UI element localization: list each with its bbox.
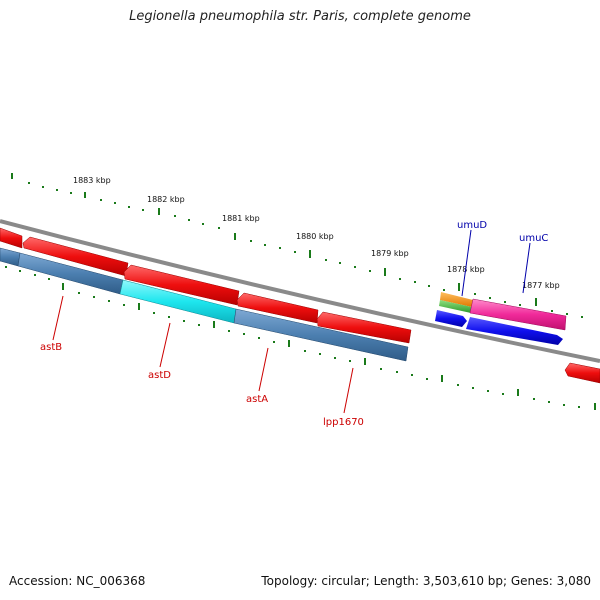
- feature-steelblue-3: [233, 308, 409, 362]
- gene-label-lpp1670: lpp1670: [323, 417, 364, 428]
- feature-red-5: [316, 311, 412, 344]
- feature-red-4: [236, 292, 319, 324]
- leader-lpp1670: [343, 367, 354, 414]
- feature-red-3: [123, 264, 240, 306]
- gene-label-astA: astA: [246, 394, 268, 405]
- gene-label-umuD: umuD: [457, 220, 487, 231]
- major-tick: [11, 173, 13, 179]
- major-tick: [288, 340, 290, 347]
- leader-astA: [258, 347, 269, 392]
- major-tick: [309, 250, 311, 258]
- major-tick: [384, 268, 386, 276]
- feature-orange-1: [440, 292, 473, 307]
- accession-text: Accession: NC_006368: [9, 574, 146, 588]
- genome-backbone: [0, 219, 600, 363]
- leader-umuC: [522, 242, 531, 294]
- scale-label-1879: 1879 kbp: [371, 249, 409, 258]
- major-tick: [441, 375, 443, 382]
- major-tick: [213, 321, 215, 328]
- leader-astB: [52, 295, 64, 341]
- feature-blue-1: [435, 310, 467, 327]
- forward-features[interactable]: [0, 227, 600, 384]
- major-tick: [158, 208, 160, 215]
- topology-text: Topology: circular; Length: 3,503,610 bp…: [261, 574, 591, 588]
- major-tick: [364, 358, 366, 365]
- major-tick: [234, 233, 236, 240]
- scale-label-1882: 1882 kbp: [147, 195, 185, 204]
- feature-red-1: [0, 227, 23, 249]
- feature-blue-2: [466, 317, 563, 345]
- major-tick: [458, 283, 460, 291]
- major-tick: [517, 389, 519, 396]
- map-title: Legionella pneumophila str. Paris, compl…: [129, 9, 471, 24]
- major-tick: [138, 303, 140, 310]
- feature-green-1: [439, 300, 472, 313]
- major-tick: [535, 298, 537, 306]
- scale-label-1880: 1880 kbp: [296, 232, 334, 241]
- gene-labels[interactable]: astB astD astA lpp1670 umuD umuC: [40, 220, 548, 428]
- inner-scale-ticks: [5, 266, 596, 410]
- gene-leader-lines: [52, 229, 531, 414]
- scale-label-1877: 1877 kbp: [522, 281, 560, 290]
- feature-steelblue-1: [0, 247, 21, 267]
- feature-magenta-1: [469, 298, 567, 331]
- major-tick: [594, 403, 596, 410]
- feature-red-2: [22, 236, 129, 277]
- gene-label-astB: astB: [40, 342, 62, 353]
- scale-label-1883: 1883 kbp: [73, 176, 111, 185]
- scale-label-1881: 1881 kbp: [222, 214, 260, 223]
- gene-label-astD: astD: [148, 370, 171, 381]
- reverse-features[interactable]: [0, 247, 409, 362]
- major-tick: [62, 283, 64, 290]
- feature-red-6: [564, 362, 600, 384]
- umu-features[interactable]: [435, 292, 567, 345]
- gene-label-umuC: umuC: [519, 233, 548, 244]
- leader-umuD: [461, 229, 472, 297]
- major-tick: [84, 192, 86, 198]
- leader-astD: [159, 322, 171, 368]
- outer-scale-ticks: [11, 173, 583, 318]
